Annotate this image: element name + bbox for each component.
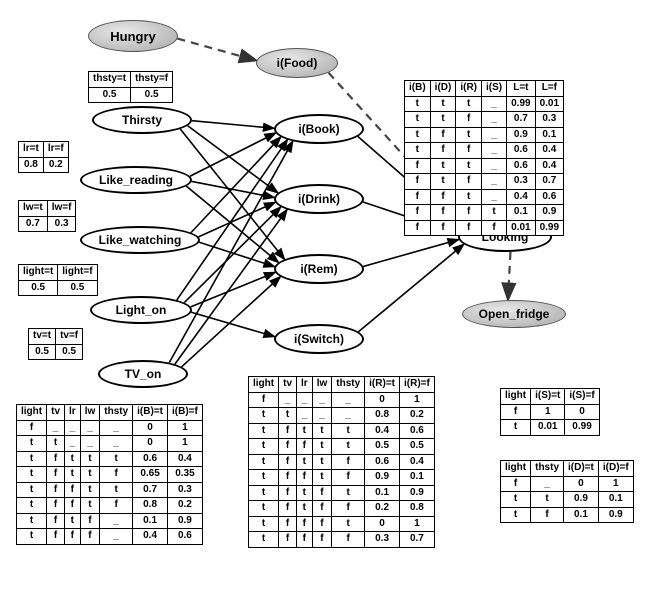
- prior-like_reading: lr=tlr=f0.80.2: [18, 141, 69, 173]
- node-open_fridge: Open_fridge: [462, 300, 566, 328]
- node-thirsty: Thirsty: [92, 106, 192, 134]
- node-ibook: i(Book): [274, 114, 364, 144]
- node-tv_on: TV_on: [98, 360, 188, 388]
- prior-tv_on: tv=ttv=f0.50.5: [28, 328, 83, 360]
- prior-like_watching: lw=tlw=f0.70.3: [18, 200, 76, 232]
- node-light_on: Light_on: [90, 296, 192, 324]
- cpt-idrink: lightthstyi(D)=ti(D)=ff_01tt0.90.1tf0.10…: [500, 460, 634, 523]
- cpt-iswitch: lighti(S)=ti(S)=ff10t0.010.99: [500, 388, 600, 436]
- cpt-ibook: lighttvlrlwthstyi(B)=ti(B)=ff____01tt___…: [16, 404, 203, 545]
- cpt-irem: lighttvlrlwthstyi(R)=ti(R)=ff____01tt___…: [248, 376, 435, 548]
- prior-thirsty: thsty=tthsty=f0.50.5: [88, 71, 173, 103]
- cpt-looking: i(B)i(D)i(R)i(S)L=tL=fttt_0.990.01ttf_0.…: [404, 80, 564, 236]
- node-like_reading: Like_reading: [80, 166, 192, 194]
- prior-light_on: light=tlight=f0.50.5: [18, 264, 98, 296]
- node-ifood: i(Food): [256, 48, 338, 78]
- node-like_watching: Like_watching: [80, 226, 200, 254]
- node-irem: i(Rem): [274, 254, 364, 284]
- node-hungry: Hungry: [88, 20, 178, 52]
- node-idrink: i(Drink): [274, 184, 364, 214]
- node-iswitch: i(Switch): [274, 324, 364, 354]
